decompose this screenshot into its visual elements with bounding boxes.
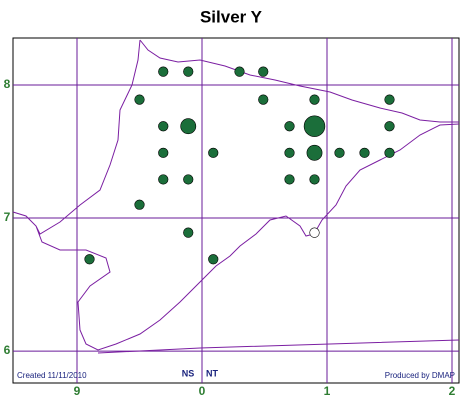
record-dot [134, 199, 145, 210]
record-dot [234, 66, 245, 77]
record-dot [284, 174, 295, 185]
square-label: NS [182, 368, 195, 378]
record-dot [384, 94, 395, 105]
y-tick-label: 7 [4, 210, 11, 224]
map-title: Silver Y [200, 7, 263, 26]
record-dot [180, 118, 197, 135]
record-dot [208, 147, 219, 158]
record-dot [183, 66, 194, 77]
record-dot [359, 147, 370, 158]
record-dot [158, 66, 169, 77]
producer-note: Produced by DMAP [385, 371, 455, 380]
record-dot [258, 66, 269, 77]
record-dot [309, 174, 320, 185]
record-dot [183, 174, 194, 185]
record-dot [384, 121, 395, 132]
record-dot [384, 147, 395, 158]
record-dot [208, 254, 219, 265]
record-dot [284, 147, 295, 158]
coastline [97, 339, 460, 354]
x-tick-label: 1 [324, 384, 331, 398]
coastline [12, 39, 460, 351]
x-tick-label: 9 [74, 384, 81, 398]
record-dot [284, 121, 295, 132]
map-frame [12, 37, 460, 384]
y-tick-label: 8 [4, 77, 11, 91]
record-dot [258, 94, 269, 105]
record-dot [309, 227, 320, 238]
square-label: NT [206, 368, 218, 378]
record-dot [158, 121, 169, 132]
record-dot [183, 227, 194, 238]
created-note: Created 11/11/2010 [17, 371, 87, 380]
record-dot [306, 144, 323, 161]
y-tick-label: 6 [4, 343, 11, 357]
record-dot [158, 147, 169, 158]
record-dot [309, 94, 320, 105]
record-dot [303, 115, 326, 137]
record-dot [84, 254, 95, 265]
record-dot [134, 94, 145, 105]
x-tick-label: 2 [449, 384, 456, 398]
record-dot [334, 147, 345, 158]
record-dot [158, 174, 169, 185]
x-tick-label: 0 [199, 384, 206, 398]
